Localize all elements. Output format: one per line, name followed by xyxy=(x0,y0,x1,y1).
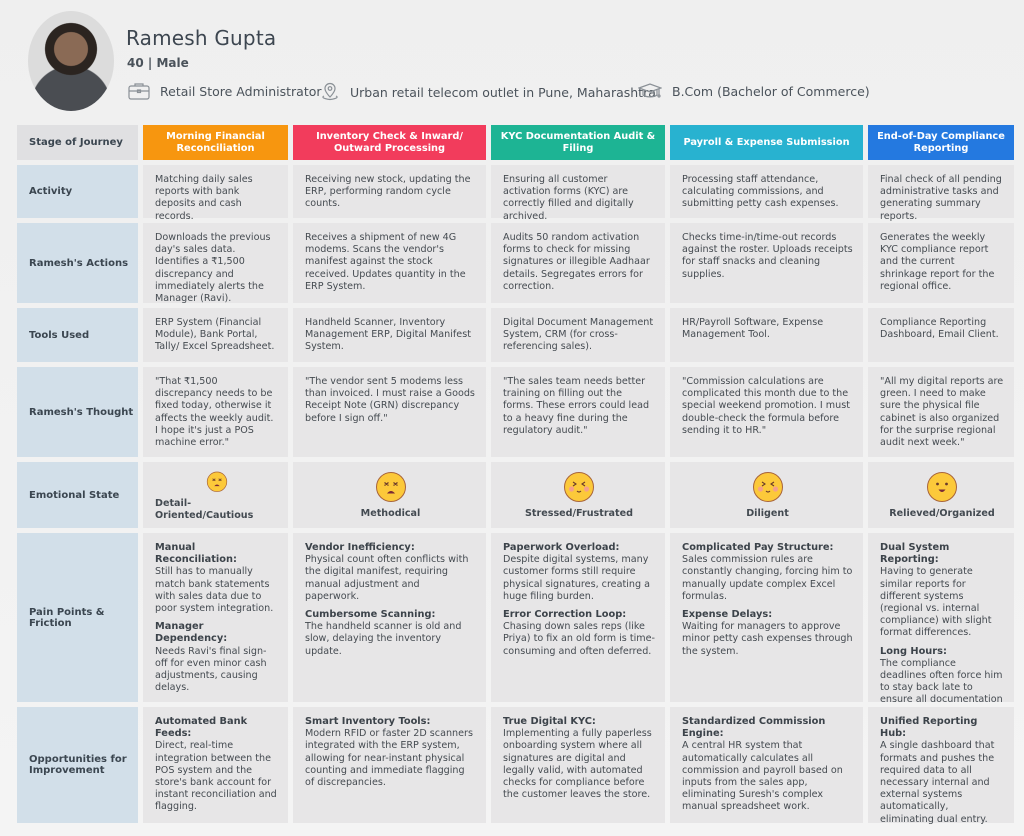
tools-cell: HR/Payroll Software, Expense Management … xyxy=(670,308,863,362)
persona-role: Retail Store Administrator xyxy=(128,82,322,100)
row-label-opportunities: Opportunities for Improvement xyxy=(17,707,138,823)
emotion-cell: Detail-Oriented/Cautious xyxy=(143,462,288,528)
opportunities-cell: Standardized Commission Engine: A central… xyxy=(670,707,863,823)
pain-points-cell: Dual System Reporting: Having to generate… xyxy=(868,533,1014,718)
stage-header: Inventory Check & Inward/ Outward Proces… xyxy=(293,125,486,160)
thought-cell: "The vendor sent 5 modems less than invo… xyxy=(293,367,486,457)
journey-map-table: Stage of Journey Morning Financial Recon… xyxy=(17,125,1014,825)
tools-cell: Compliance Reporting Dashboard, Email Cl… xyxy=(868,308,1014,362)
emotion-cell: Diligent xyxy=(670,462,863,528)
persona-header: Ramesh Gupta 40 | Male Retail Store Admi… xyxy=(0,0,1024,120)
opportunities-cell: True Digital KYC: Implementing a fully pa… xyxy=(491,707,665,823)
persona-name: Ramesh Gupta xyxy=(126,26,277,50)
tools-cell: Digital Document Management System, CRM … xyxy=(491,308,665,362)
activity-cell: Final check of all pending administrativ… xyxy=(868,165,1014,222)
emotion-cell: Relieved/Organized xyxy=(868,462,1014,528)
activity-cell: Receiving new stock, updating the ERP, p… xyxy=(293,165,486,218)
tools-cell: ERP System (Financial Module), Bank Port… xyxy=(143,308,288,362)
stage-header: Morning Financial Reconciliation xyxy=(143,125,288,160)
row-label-pain-points: Pain Points & Friction xyxy=(17,533,138,702)
tools-cell: Handheld Scanner, Inventory Management E… xyxy=(293,308,486,362)
squinting-blush-face-icon xyxy=(752,472,783,502)
avatar xyxy=(28,11,114,111)
persona-education: B.Com (Bachelor of Commerce) xyxy=(638,82,870,100)
actions-cell: Checks time-in/time-out records against … xyxy=(670,223,863,303)
thought-cell: "The sales team needs better training on… xyxy=(491,367,665,457)
opportunities-cell: Smart Inventory Tools: Modern RFID or fas… xyxy=(293,707,486,823)
row-label-stage: Stage of Journey xyxy=(17,125,138,160)
row-label-activity: Activity xyxy=(17,165,138,218)
actions-cell: Audits 50 random activation forms to che… xyxy=(491,223,665,303)
opportunities-cell: Unified Reporting Hub: A single dashboard… xyxy=(868,707,1014,825)
distressed-face-icon xyxy=(206,471,227,492)
row-label-emotion: Emotional State xyxy=(17,462,138,528)
pain-points-cell: Paperwork Overload: Despite digital syste… xyxy=(491,533,665,702)
row-label-tools: Tools Used xyxy=(17,308,138,362)
stage-header: End-of-Day Compliance Reporting xyxy=(868,125,1014,160)
pain-points-cell: Complicated Pay Structure: Sales commissi… xyxy=(670,533,863,702)
opportunities-cell: Automated Bank Feeds: Direct, real-time i… xyxy=(143,707,288,823)
squinting-blush-face-icon xyxy=(564,472,594,502)
actions-cell: Generates the weekly KYC compliance repo… xyxy=(868,223,1014,303)
thought-cell: "All my digital reports are green. I nee… xyxy=(868,367,1014,457)
stage-header: KYC Documentation Audit & Filing xyxy=(491,125,665,160)
distressed-face-icon xyxy=(375,472,406,502)
emotion-cell: Methodical xyxy=(293,462,486,528)
activity-cell: Processing staff attendance, calculating… xyxy=(670,165,863,218)
thought-cell: "That ₹1,500 discrepancy needs to be fix… xyxy=(143,367,288,457)
pain-points-cell: Vendor Inefficiency: Physical count often… xyxy=(293,533,486,702)
happy-face-icon xyxy=(927,472,957,502)
row-label-actions: Ramesh's Actions xyxy=(17,223,138,303)
briefcase-icon xyxy=(128,83,150,100)
emotion-cell: Stressed/Frustrated xyxy=(491,462,665,528)
stage-header: Payroll & Expense Submission xyxy=(670,125,863,160)
graduation-cap-icon xyxy=(638,83,662,98)
thought-cell: "Commission calculations are complicated… xyxy=(670,367,863,457)
map-pin-icon xyxy=(322,82,338,101)
persona-age-gender: 40 | Male xyxy=(127,56,189,70)
pain-points-cell: Manual Reconciliation: Still has to manua… xyxy=(143,533,288,702)
row-label-thought: Ramesh's Thought xyxy=(17,367,138,457)
activity-cell: Ensuring all customer activation forms (… xyxy=(491,165,665,222)
activity-cell: Matching daily sales reports with bank d… xyxy=(143,165,288,222)
persona-location: Urban retail telecom outlet in Pune, Mah… xyxy=(320,82,656,102)
actions-cell: Downloads the previous day's sales data.… xyxy=(143,223,288,304)
actions-cell: Receives a shipment of new 4G modems. Sc… xyxy=(293,223,486,303)
